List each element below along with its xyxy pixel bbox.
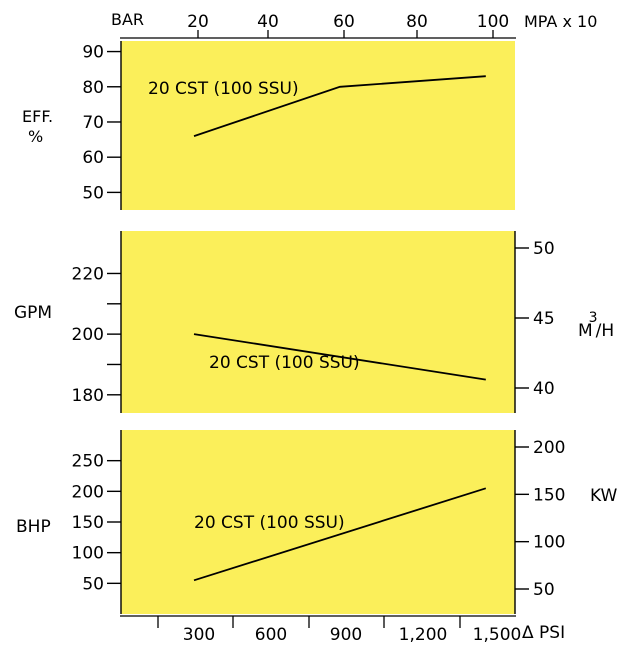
efficiency-axis-label-line2: % bbox=[28, 127, 43, 146]
flow-axis-label: GPM bbox=[14, 303, 52, 323]
flow-annotation: 20 CST (100 SSU) bbox=[209, 353, 360, 373]
top-axis: BAR MPA x 10 20 40 60 80 100 bbox=[111, 10, 597, 39]
left-tick-label: 90 bbox=[82, 43, 104, 63]
top-tick-label: 20 bbox=[187, 12, 209, 32]
left-tick-label: 180 bbox=[72, 386, 104, 406]
left-tick-label: 200 bbox=[72, 482, 104, 502]
power-annotation: 20 CST (100 SSU) bbox=[194, 513, 345, 533]
right-tick-label: 50 bbox=[533, 239, 555, 259]
top-tick-label: 80 bbox=[406, 12, 428, 32]
bottom-axis-label: Δ PSI bbox=[522, 623, 565, 643]
top-tick-label: 40 bbox=[257, 12, 279, 32]
efficiency-annotation: 20 CST (100 SSU) bbox=[148, 79, 299, 99]
bottom-tick-label: 1,200 bbox=[399, 625, 448, 645]
left-tick-label: 100 bbox=[72, 544, 104, 564]
left-tick-label: 200 bbox=[72, 325, 104, 345]
power-right-axis-label: KW bbox=[590, 486, 618, 506]
right-tick-label: 200 bbox=[533, 438, 565, 458]
bottom-tick-label: 600 bbox=[255, 625, 287, 645]
power-axis-label: BHP bbox=[16, 517, 51, 537]
efficiency-panel bbox=[121, 41, 515, 210]
flow-series-line bbox=[193, 333, 486, 381]
left-tick-label: 80 bbox=[82, 78, 104, 98]
right-tick-label: 50 bbox=[533, 580, 555, 600]
left-tick-label: 70 bbox=[82, 113, 104, 133]
right-tick-label: 100 bbox=[533, 533, 565, 553]
right-tick-label: 40 bbox=[533, 379, 555, 399]
left-tick-label: 50 bbox=[82, 183, 104, 203]
bottom-tick-label: 300 bbox=[183, 625, 215, 645]
top-axis-right-label: MPA x 10 bbox=[524, 12, 597, 31]
power-series-line bbox=[193, 487, 487, 582]
bottom-tick-label: 1,500 bbox=[473, 625, 522, 645]
left-tick-label: 150 bbox=[72, 513, 104, 533]
left-tick-label: 250 bbox=[72, 452, 104, 472]
right-tick-label: 45 bbox=[533, 309, 555, 329]
power-panel bbox=[121, 430, 515, 614]
bottom-tick-label: 900 bbox=[330, 625, 362, 645]
left-tick-label: 50 bbox=[82, 574, 104, 594]
right-tick-label: 150 bbox=[533, 485, 565, 505]
top-tick-label: 60 bbox=[333, 12, 355, 32]
efficiency-series-line bbox=[193, 75, 486, 137]
efficiency-axis-label-line1: EFF. bbox=[22, 107, 53, 126]
top-tick-label: 100 bbox=[477, 12, 509, 32]
flow-panel bbox=[121, 231, 515, 413]
top-axis-left-label: BAR bbox=[111, 10, 144, 29]
flow-right-axis-label: M3/H bbox=[578, 310, 614, 341]
left-tick-label: 60 bbox=[82, 148, 104, 168]
left-tick-label: 220 bbox=[72, 264, 104, 284]
bottom-axis: 300 600 900 1,200 1,500 Δ PSI bbox=[120, 615, 565, 645]
